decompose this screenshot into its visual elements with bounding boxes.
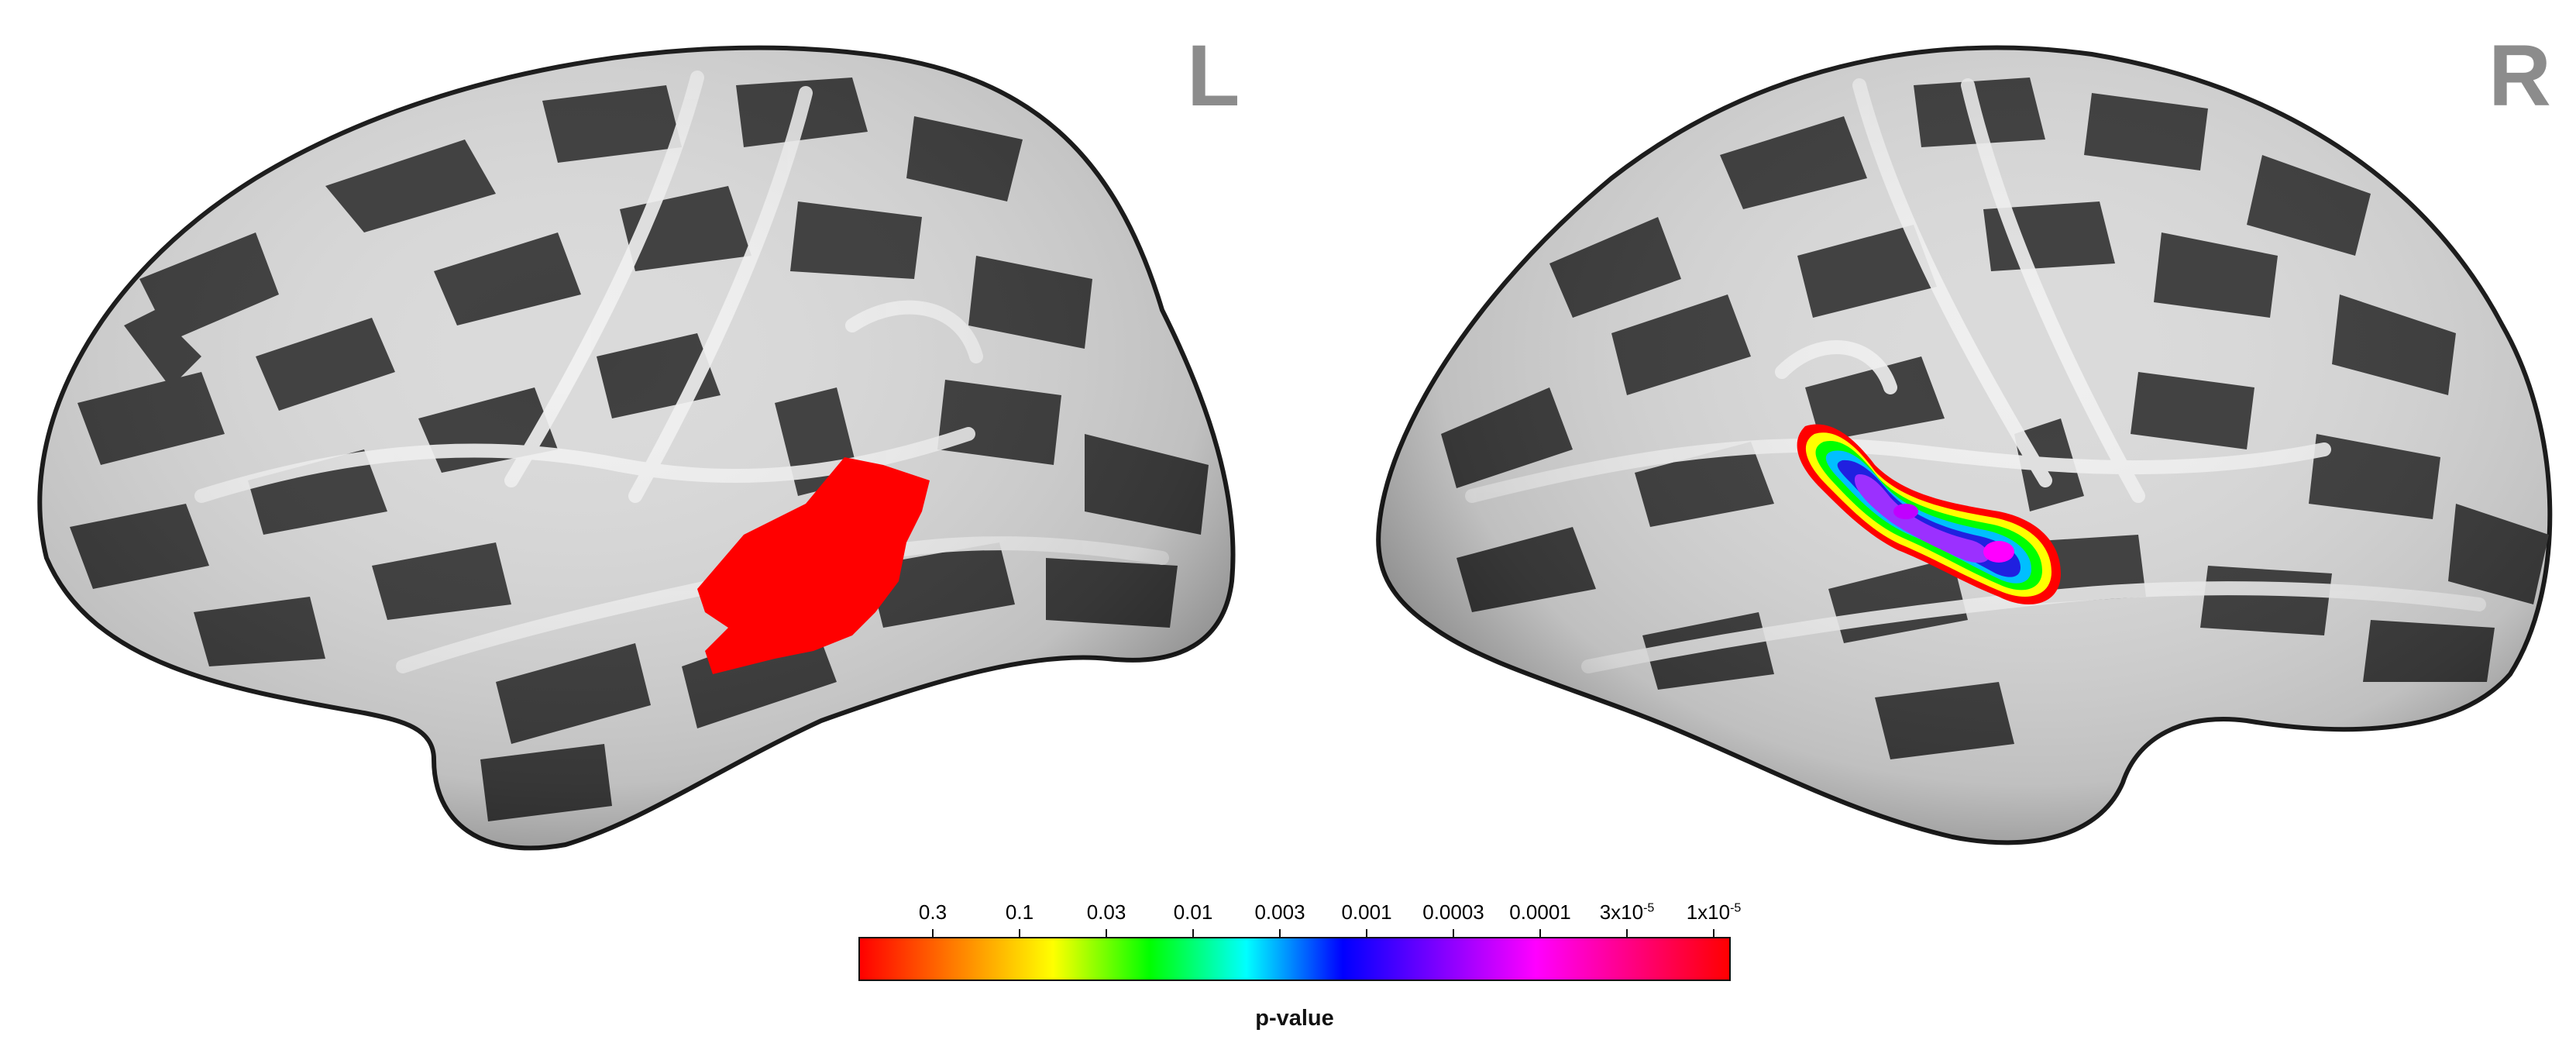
right-hemisphere-label: R — [2488, 27, 2551, 124]
colorbar-tick-label: 1x10-5 — [1686, 900, 1742, 924]
colorbar-tick-mark — [1539, 929, 1541, 938]
colorbar-tick-mark — [1192, 929, 1194, 938]
colorbar-tick-mark — [1019, 929, 1020, 938]
colorbar-tick-label: 0.0003 — [1422, 900, 1484, 924]
colorbar-tick-mark — [1279, 929, 1281, 938]
colorbar-tick-label: 0.01 — [1173, 900, 1213, 924]
colorbar-tick-mark — [1453, 929, 1454, 938]
colorbar-tick-label: 0.003 — [1254, 900, 1305, 924]
colorbar-tick-mark — [1626, 929, 1628, 938]
colorbar-tick-mark — [1713, 929, 1714, 938]
right-sulci — [1378, 47, 2550, 843]
left-activation-patch — [697, 457, 930, 674]
colorbar-tick-label: 0.0001 — [1509, 900, 1571, 924]
colorbar-tick-label: 0.03 — [1086, 900, 1126, 924]
p-value-colorbar: 0.3 0.1 0.03 0.01 0.003 0.001 0.0003 0.0001 3x10… — [858, 883, 1741, 1057]
right-activation-patch — [1797, 424, 2061, 604]
colorbar-tick-exponent: -5 — [1643, 901, 1655, 915]
left-hemisphere — [0, 0, 1286, 883]
colorbar-tick-mark — [1106, 929, 1107, 938]
colorbar-gradient — [858, 937, 1731, 981]
colorbar-tick-label: 0.1 — [1005, 900, 1034, 924]
right-hemisphere — [1364, 0, 2576, 883]
colorbar-tick-label: 0.3 — [918, 900, 948, 924]
colorbar-tick-mark — [932, 929, 934, 938]
colorbar-tick-label: 3x10-5 — [1599, 900, 1655, 924]
colorbar-title: p-value — [1255, 1006, 1334, 1031]
colorbar-tick-exponent: -5 — [1730, 901, 1742, 915]
colorbar-tick-mark — [1366, 929, 1367, 938]
left-hemisphere-label: L — [1187, 27, 1240, 124]
colorbar-tick-label: 0.001 — [1341, 900, 1392, 924]
left-sulci — [40, 47, 1233, 849]
